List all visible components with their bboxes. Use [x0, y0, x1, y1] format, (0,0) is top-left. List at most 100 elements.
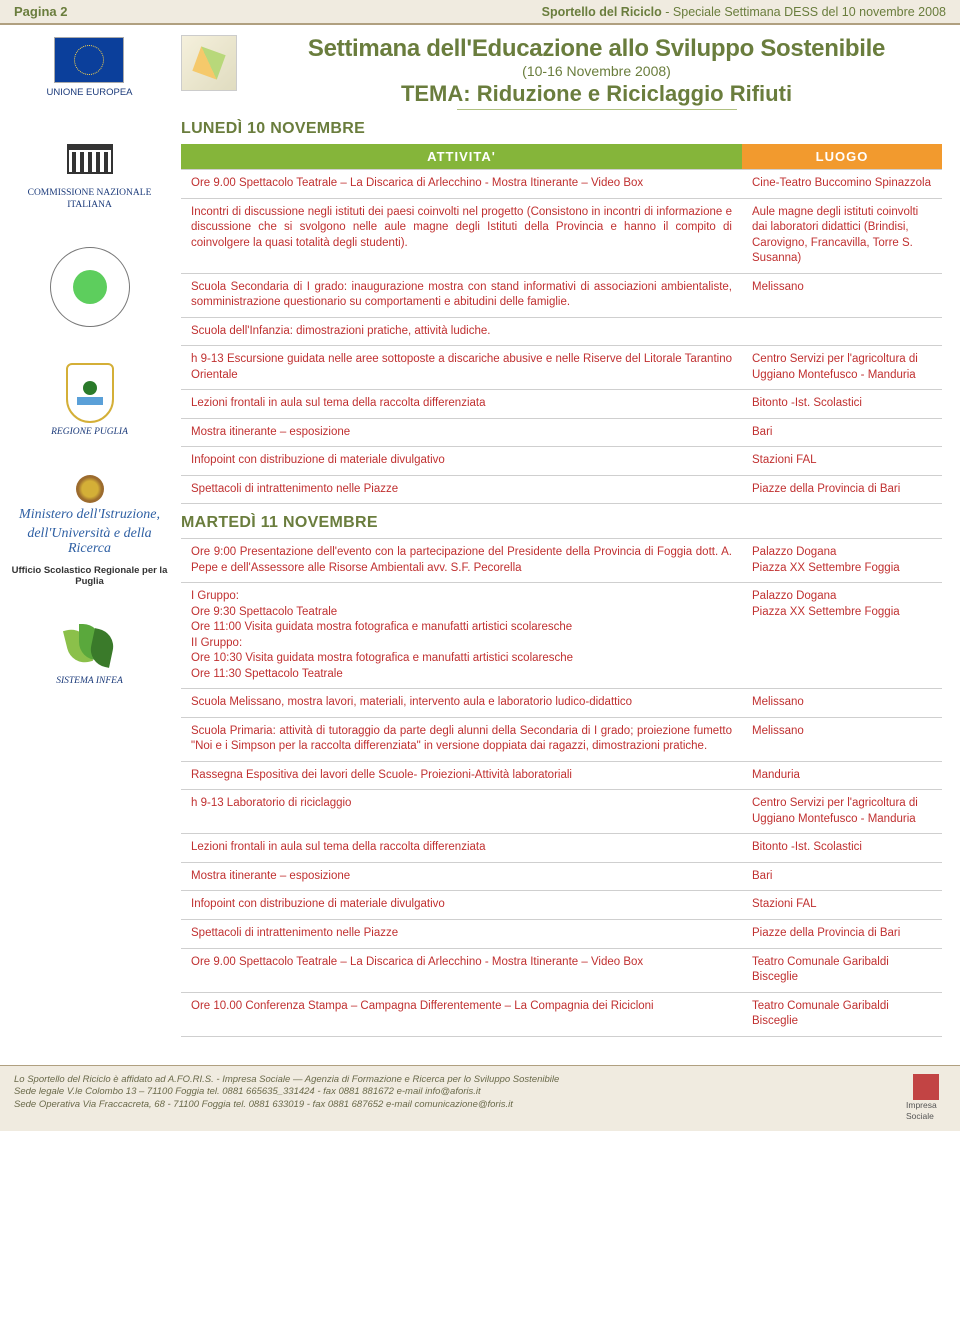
footer-line1: Lo Sportello del Riciclo è affidato ad A… — [14, 1074, 559, 1087]
activity-cell: Lezioni frontali in aula sul tema della … — [181, 390, 742, 419]
decennio-logo — [50, 247, 130, 327]
activity-cell: Scuola Melissano, mostra lavori, materia… — [181, 689, 742, 718]
col-luogo: LUOGO — [742, 144, 942, 170]
place-cell: Bari — [742, 862, 942, 891]
page-footer: Lo Sportello del Riciclo è affidato ad A… — [0, 1065, 960, 1131]
regione-puglia-logo: REGIONE PUGLIA — [51, 363, 128, 438]
place-cell — [742, 317, 942, 346]
day1-table: ATTIVITA' LUOGO Ore 9.00 Spettacolo Teat… — [181, 144, 942, 504]
activity-cell: Spettacoli di intrattenimento nelle Piaz… — [181, 475, 742, 504]
table-row: Scuola Secondaria di I grado: inaugurazi… — [181, 273, 942, 317]
infea-caption: SISTEMA INFEA — [56, 676, 123, 687]
tema-title: TEMA: Riduzione e Riciclaggio Rifiuti — [251, 81, 942, 110]
activity-cell: Rassegna Espositiva dei lavori delle Scu… — [181, 761, 742, 790]
eu-caption: UNIONE EUROPEA — [46, 87, 132, 98]
eu-flag-icon — [54, 37, 124, 83]
table-row: Infopoint con distribuzione di materiale… — [181, 447, 942, 476]
puglia-caption: REGIONE PUGLIA — [51, 427, 128, 438]
activity-cell: h 9-13 Laboratorio di riciclaggio — [181, 790, 742, 834]
activity-cell: Ore 10.00 Conferenza Stampa – Campagna D… — [181, 992, 742, 1036]
place-cell: Teatro Comunale Garibaldi Bisceglie — [742, 948, 942, 992]
activity-cell: Lezioni frontali in aula sul tema della … — [181, 834, 742, 863]
place-cell: Palazzo Dogana Piazza XX Settembre Foggi… — [742, 583, 942, 689]
day2-table: Ore 9:00 Presentazione dell'evento con l… — [181, 538, 942, 1036]
table-row: Lezioni frontali in aula sul tema della … — [181, 390, 942, 419]
place-cell: Bari — [742, 418, 942, 447]
activity-cell: Ore 9:00 Presentazione dell'evento con l… — [181, 539, 742, 583]
table-row: Infopoint con distribuzione di materiale… — [181, 891, 942, 920]
content-area: Settimana dell'Educazione allo Sviluppo … — [175, 25, 960, 1047]
activity-cell: Scuola Secondaria di I grado: inaugurazi… — [181, 273, 742, 317]
table-row: Ore 9.00 Spettacolo Teatrale – La Discar… — [181, 948, 942, 992]
table-row: Scuola Primaria: attività di tutoraggio … — [181, 717, 942, 761]
place-cell: Aule magne degli istituti coinvolti dai … — [742, 198, 942, 273]
activity-cell: Incontri di discussione negli istituti d… — [181, 198, 742, 273]
ministero-line2: dell'Università e della Ricerca — [10, 526, 169, 557]
page-number: Pagina 2 — [14, 4, 67, 19]
decennio-icon — [50, 247, 130, 327]
table-row: Scuola dell'Infanzia: dimostrazioni prat… — [181, 317, 942, 346]
activity-cell: I Gruppo: Ore 9:30 Spettacolo Teatrale O… — [181, 583, 742, 689]
aforis-icon — [913, 1074, 939, 1100]
place-cell: Piazze della Provincia di Bari — [742, 475, 942, 504]
footer-line3: Sede Operativa Via Fraccacreta, 68 - 711… — [14, 1099, 559, 1112]
place-cell: Palazzo Dogana Piazza XX Settembre Foggi… — [742, 539, 942, 583]
ministero-logo: Ministero dell'Istruzione, dell'Universi… — [10, 475, 169, 588]
publication-title-thin: - Speciale Settimana DESS del 10 novembr… — [662, 5, 946, 19]
footer-text: Lo Sportello del Riciclo è affidato ad A… — [14, 1074, 559, 1112]
sidebar: UNIONE EUROPEA COMMISSIONE NAZIONALE ITA… — [0, 25, 175, 1047]
table-row: Ore 10.00 Conferenza Stampa – Campagna D… — [181, 992, 942, 1036]
table-row: Scuola Melissano, mostra lavori, materia… — [181, 689, 942, 718]
activity-cell: Ore 9.00 Spettacolo Teatrale – La Discar… — [181, 948, 742, 992]
place-cell: Centro Servizi per l'agricoltura di Uggi… — [742, 346, 942, 390]
table-row: Spettacoli di intrattenimento nelle Piaz… — [181, 919, 942, 948]
place-cell: Melissano — [742, 273, 942, 317]
table-row: I Gruppo: Ore 9:30 Spettacolo Teatrale O… — [181, 583, 942, 689]
place-cell: Teatro Comunale Garibaldi Bisceglie — [742, 992, 942, 1036]
activity-cell: Mostra itinerante – esposizione — [181, 862, 742, 891]
table-row: Incontri di discussione negli istituti d… — [181, 198, 942, 273]
publication-title: Sportello del Riciclo - Speciale Settima… — [542, 5, 946, 19]
place-cell: Cine-Teatro Buccomino Spinazzola — [742, 170, 942, 199]
day2-heading: MARTEDÌ 11 NOVEMBRE — [181, 514, 942, 532]
table-row: Ore 9.00 Spettacolo Teatrale – La Discar… — [181, 170, 942, 199]
unesco-icon — [55, 134, 125, 184]
place-cell: Manduria — [742, 761, 942, 790]
day1-heading: LUNEDÌ 10 NOVEMBRE — [181, 120, 942, 138]
col-attivita: ATTIVITA' — [181, 144, 742, 170]
activity-cell: Scuola Primaria: attività di tutoraggio … — [181, 717, 742, 761]
activity-cell: Scuola dell'Infanzia: dimostrazioni prat… — [181, 317, 742, 346]
activity-cell: h 9-13 Escursione guidata nelle aree sot… — [181, 346, 742, 390]
cube-icon — [181, 35, 237, 91]
ministero-line1: Ministero dell'Istruzione, — [19, 507, 160, 522]
eu-logo: UNIONE EUROPEA — [46, 37, 132, 98]
table-row: Ore 9:00 Presentazione dell'evento con l… — [181, 539, 942, 583]
place-cell: Stazioni FAL — [742, 891, 942, 920]
table-row: Rassegna Espositiva dei lavori delle Scu… — [181, 761, 942, 790]
activity-cell: Infopoint con distribuzione di materiale… — [181, 447, 742, 476]
table-row: h 9-13 Escursione guidata nelle aree sot… — [181, 346, 942, 390]
top-bar: Pagina 2 Sportello del Riciclo - Special… — [0, 0, 960, 25]
place-cell: Stazioni FAL — [742, 447, 942, 476]
publication-title-bold: Sportello del Riciclo — [542, 5, 662, 19]
infea-logo: SISTEMA INFEA — [56, 624, 123, 687]
sub-title: (10-16 Novembre 2008) — [251, 63, 942, 79]
footer-line2: Sede legale V.le Colombo 13 – 71100 Fogg… — [14, 1086, 559, 1099]
ufficio-caption: Ufficio Scolastico Regionale per la Pugl… — [10, 565, 169, 588]
stemma-icon — [76, 475, 104, 503]
aforis-label: Impresa Sociale — [906, 1100, 946, 1123]
table-row: Spettacoli di intrattenimento nelle Piaz… — [181, 475, 942, 504]
infea-leaves-icon — [61, 624, 119, 672]
activity-cell: Mostra itinerante – esposizione — [181, 418, 742, 447]
place-cell: Centro Servizi per l'agricoltura di Uggi… — [742, 790, 942, 834]
activity-cell: Infopoint con distribuzione di materiale… — [181, 891, 742, 920]
main-title: Settimana dell'Educazione allo Sviluppo … — [251, 35, 942, 63]
place-cell: Bitonto -Ist. Scolastici — [742, 834, 942, 863]
place-cell: Melissano — [742, 689, 942, 718]
unesco-logo: COMMISSIONE NAZIONALE ITALIANA — [10, 134, 169, 211]
place-cell: Melissano — [742, 717, 942, 761]
table-row: Mostra itinerante – esposizioneBari — [181, 862, 942, 891]
unesco-caption: COMMISSIONE NAZIONALE ITALIANA — [10, 188, 169, 211]
table-row: Mostra itinerante – esposizioneBari — [181, 418, 942, 447]
place-cell: Piazze della Provincia di Bari — [742, 919, 942, 948]
